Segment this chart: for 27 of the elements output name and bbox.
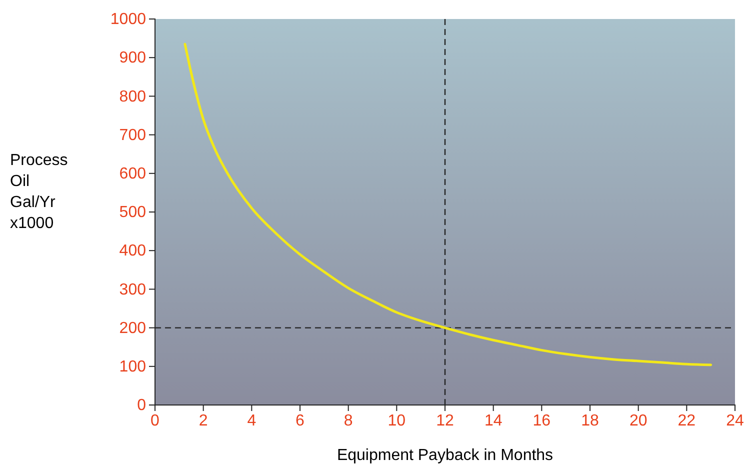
y-tick-label: 900 bbox=[119, 50, 146, 67]
x-axis-title: Equipment Payback in Months bbox=[336, 447, 554, 464]
x-tick-label: 0 bbox=[150, 412, 160, 430]
y-tick-label: 1000 bbox=[110, 11, 146, 28]
y-tick-label: 0 bbox=[137, 397, 146, 414]
x-tick-label: 4 bbox=[247, 412, 256, 430]
line-series bbox=[184, 42, 712, 366]
x-tick-label: 18 bbox=[581, 412, 599, 430]
x-tick-label: 12 bbox=[436, 412, 454, 430]
y-axis-title: Process Oil Gal/Yr x1000 bbox=[10, 152, 68, 232]
x-tick-label: 10 bbox=[388, 412, 406, 430]
x-tick-label: 6 bbox=[296, 412, 305, 430]
y-tick-label: 200 bbox=[119, 320, 146, 337]
y-tick-label: 600 bbox=[119, 166, 146, 183]
x-tick-label: 16 bbox=[532, 412, 551, 430]
x-tick-label: 22 bbox=[678, 412, 696, 430]
y-tick-label: 300 bbox=[119, 281, 146, 298]
y-tick-label: 700 bbox=[119, 126, 146, 144]
x-tick-label: 20 bbox=[629, 412, 648, 430]
y-tick-label: 500 bbox=[119, 204, 146, 222]
x-tick-label: 8 bbox=[344, 412, 353, 430]
x-tick-label: 2 bbox=[198, 412, 208, 430]
y-tick-label: 400 bbox=[119, 242, 146, 260]
y-tick-label: 100 bbox=[119, 358, 146, 376]
x-tick-label: 24 bbox=[726, 412, 744, 430]
y-tick-label: 800 bbox=[119, 88, 146, 106]
x-tick-label: 14 bbox=[484, 412, 502, 430]
